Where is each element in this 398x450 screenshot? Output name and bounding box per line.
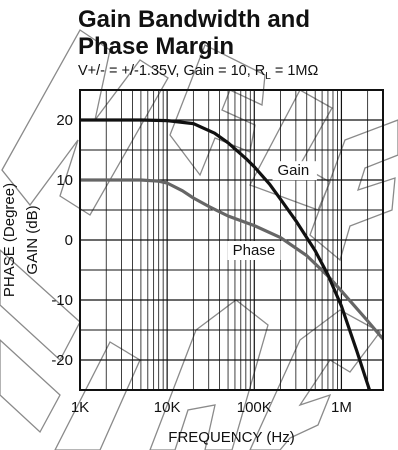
series-layer: Gain Phase (80, 118, 383, 390)
x-tick-label: 1K (71, 399, 89, 416)
y-axis-label-secondary: PHASE (Degree) (1, 183, 18, 297)
gain-series-label: Gain (278, 162, 310, 179)
subtitle-suffix: = 1MΩ (270, 63, 319, 79)
x-tick-label: 10K (154, 399, 181, 416)
x-axis-label: FREQUENCY (Hz) (168, 429, 294, 446)
subtitle-subscript: L (265, 70, 271, 82)
y-tick-label: 0 (65, 232, 73, 249)
subtitle-prefix: V+/- = +/-1.35V, Gain = 10, R (78, 63, 266, 79)
y-axis-label: GAIN (dB) (24, 205, 41, 274)
plot-frame (79, 89, 384, 391)
tick-layer: 20 10 0 -10 -20 1K 10K 100K 1M (51, 112, 352, 416)
y-tick-label: 10 (56, 172, 73, 189)
y-tick-label: -10 (51, 292, 73, 309)
x-tick-label: 1M (331, 399, 352, 416)
chart-title-line-2: Phase Margin (78, 33, 235, 60)
phase-series-line (80, 178, 383, 341)
gain-series-line (80, 118, 372, 390)
chart-title-line-1: Gain Bandwidth and (78, 6, 310, 33)
phase-series-label-backing (227, 241, 281, 260)
y-tick-label: -20 (51, 352, 73, 369)
x-tick-label: 100K (237, 399, 272, 416)
phase-series-label: Phase (233, 242, 276, 259)
gain-series-label-backing (272, 161, 317, 181)
chart-subtitle: V+/- = +/-1.35V, Gain = 10, RL = 1MΩ (78, 62, 318, 86)
y-tick-label: 20 (56, 112, 73, 129)
